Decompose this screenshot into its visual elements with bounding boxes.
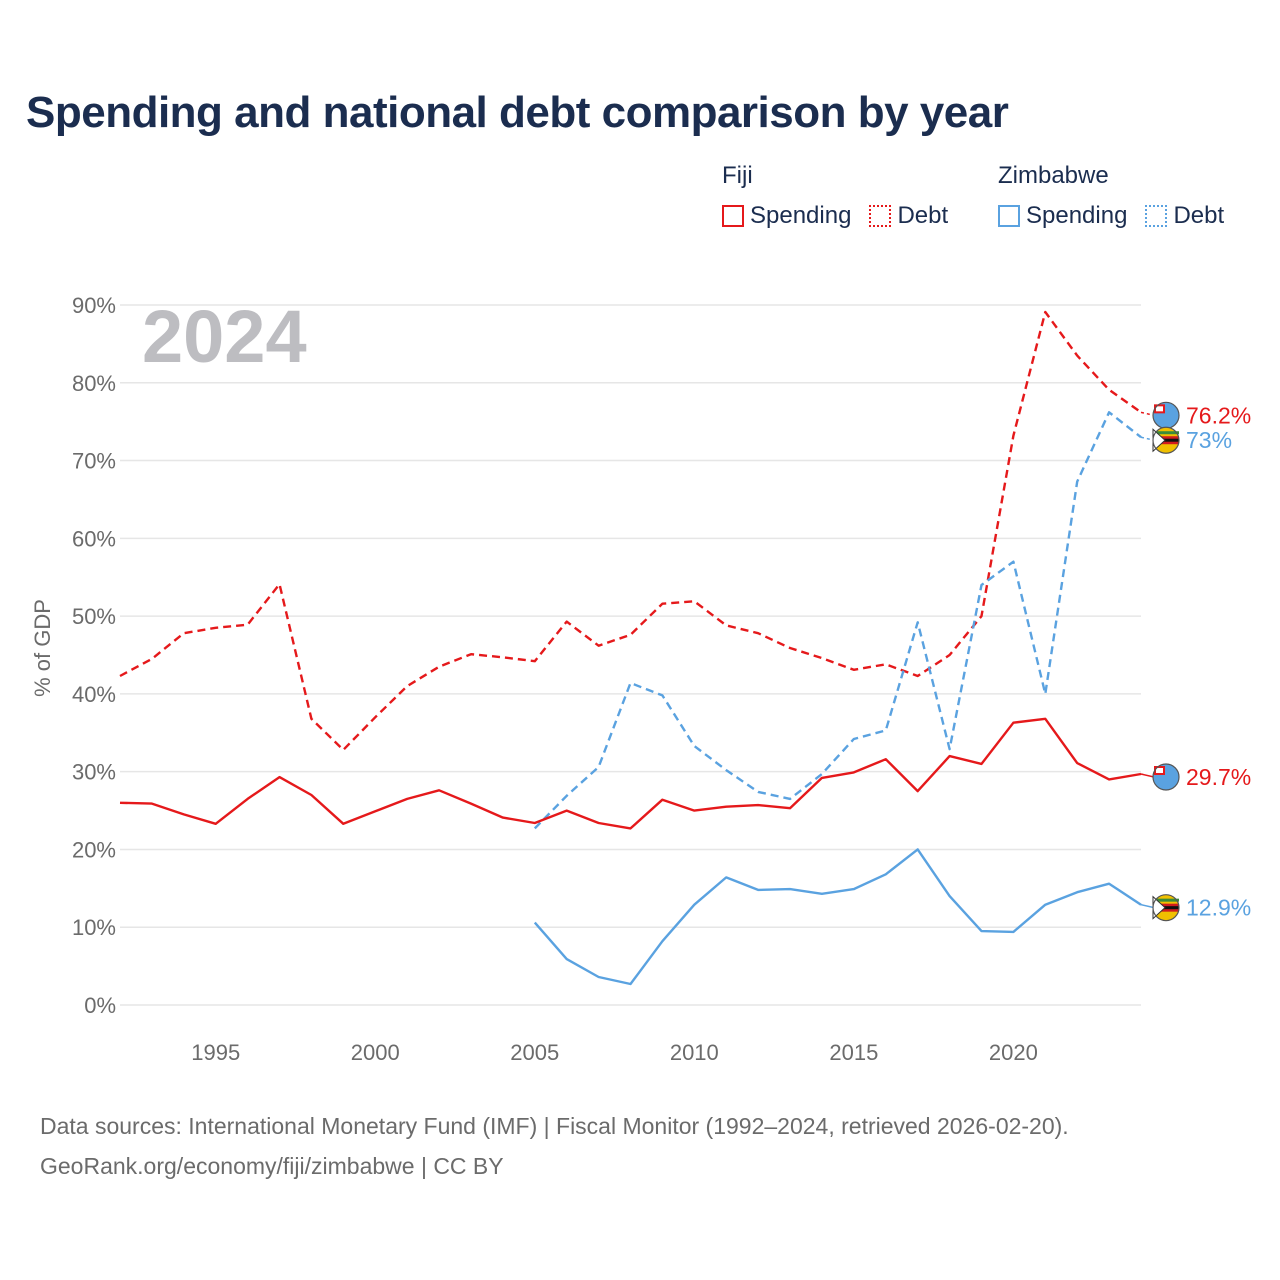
legend-swatch-solid [722,205,744,227]
legend-swatch-solid [998,205,1020,227]
legend-label: Spending [750,202,852,229]
end-value-label: 12.9% [1186,895,1251,921]
flag-ring [1152,894,1180,922]
flag-stripe-black [1153,438,1179,442]
x-axis: 1995 2000 2005 2010 2015 2020 [191,1040,1038,1065]
x-tick-label: 1995 [191,1040,240,1065]
y-tick-label: 10% [72,915,116,940]
flag-stripe-black [1153,906,1179,910]
series-line-fiji-spending[interactable] [119,717,1142,830]
footer-link[interactable]: GeoRank.org/economy/fiji/zimbabwe | CC B… [40,1153,504,1179]
y-tick-label: 50% [72,604,116,629]
legend-group-zimbabwe: Zimbabwe Spending Debt [998,162,1224,230]
x-tick-label: 2000 [351,1040,400,1065]
series-line-zimbabwe-spending[interactable] [533,848,1142,986]
series-line-fiji-debt[interactable] [119,310,1142,752]
end-connector [1140,903,1155,909]
legend-group-name: Zimbabwe [998,162,1109,189]
legend-label: Spending [1026,202,1128,229]
y-tick-label: 30% [72,760,116,785]
end-connector [1140,773,1155,778]
y-tick-label: 70% [72,449,116,474]
flag-canton-inner [1156,768,1163,773]
legend-group-name: Fiji [722,162,753,189]
legend-label: Debt [1173,202,1225,229]
legend-item-zimbabwe-debt[interactable]: Debt [1145,202,1224,230]
legend-swatch-dotted [869,205,892,227]
y-tick-label: 20% [72,837,116,862]
legend-swatch-dotted [1145,205,1168,227]
year-watermark: 2024 [142,295,307,378]
y-tick-label: 90% [72,293,116,318]
x-tick-label: 2005 [510,1040,559,1065]
fiji-flag-icon [1152,401,1180,429]
flag-ring [1152,763,1180,791]
y-axis: 0% 10% 20% 30% 40% 50% 60% 70% 80% 90% [72,293,116,1018]
zimbabwe-flag-icon [1152,426,1180,454]
legend-item-zimbabwe-spending[interactable]: Spending [998,202,1127,230]
legend-item-fiji-spending[interactable]: Spending [722,202,851,230]
footer-sources: Data sources: International Monetary Fun… [40,1113,1069,1139]
legend-group-fiji: Fiji Spending Debt [722,162,948,230]
series-line-zimbabwe-debt[interactable] [533,411,1142,830]
x-tick-label: 2015 [829,1040,878,1065]
end-value-label: 73% [1186,427,1232,453]
gridlines [120,304,1141,1006]
fiji-flag-icon [1152,763,1180,791]
y-tick-label: 0% [84,993,116,1018]
end-connector [1140,411,1155,417]
y-tick-label: 60% [72,526,116,551]
flag-canton-inner [1156,406,1163,412]
x-tick-label: 2020 [989,1040,1038,1065]
end-markers: 76.2%73% 29.7% 12.9% [1140,401,1251,922]
flag-ring [1152,426,1180,454]
legend-item-fiji-debt[interactable]: Debt [869,202,948,230]
zimbabwe-flag-icon [1152,894,1180,922]
end-value-label: 76.2% [1186,402,1251,428]
end-connector [1140,436,1155,441]
y-axis-title: % of GDP [30,599,55,697]
y-tick-label: 40% [72,682,116,707]
flag-stripe-green [1153,898,1179,902]
chart-title: Spending and national debt comparison by… [26,88,1009,137]
line-chart: 0% 10% 20% 30% 40% 50% 60% 70% 80% 90% 1995 2000 20… [30,293,1251,1065]
x-tick-label: 2010 [670,1040,719,1065]
footer: Data sources: International Monetary Fun… [40,1106,1069,1186]
end-value-label: 29.7% [1186,764,1251,790]
y-tick-label: 80% [72,371,116,396]
flag-stripe-green [1153,431,1179,435]
series-lines [119,310,1142,986]
legend-label: Debt [897,202,949,229]
